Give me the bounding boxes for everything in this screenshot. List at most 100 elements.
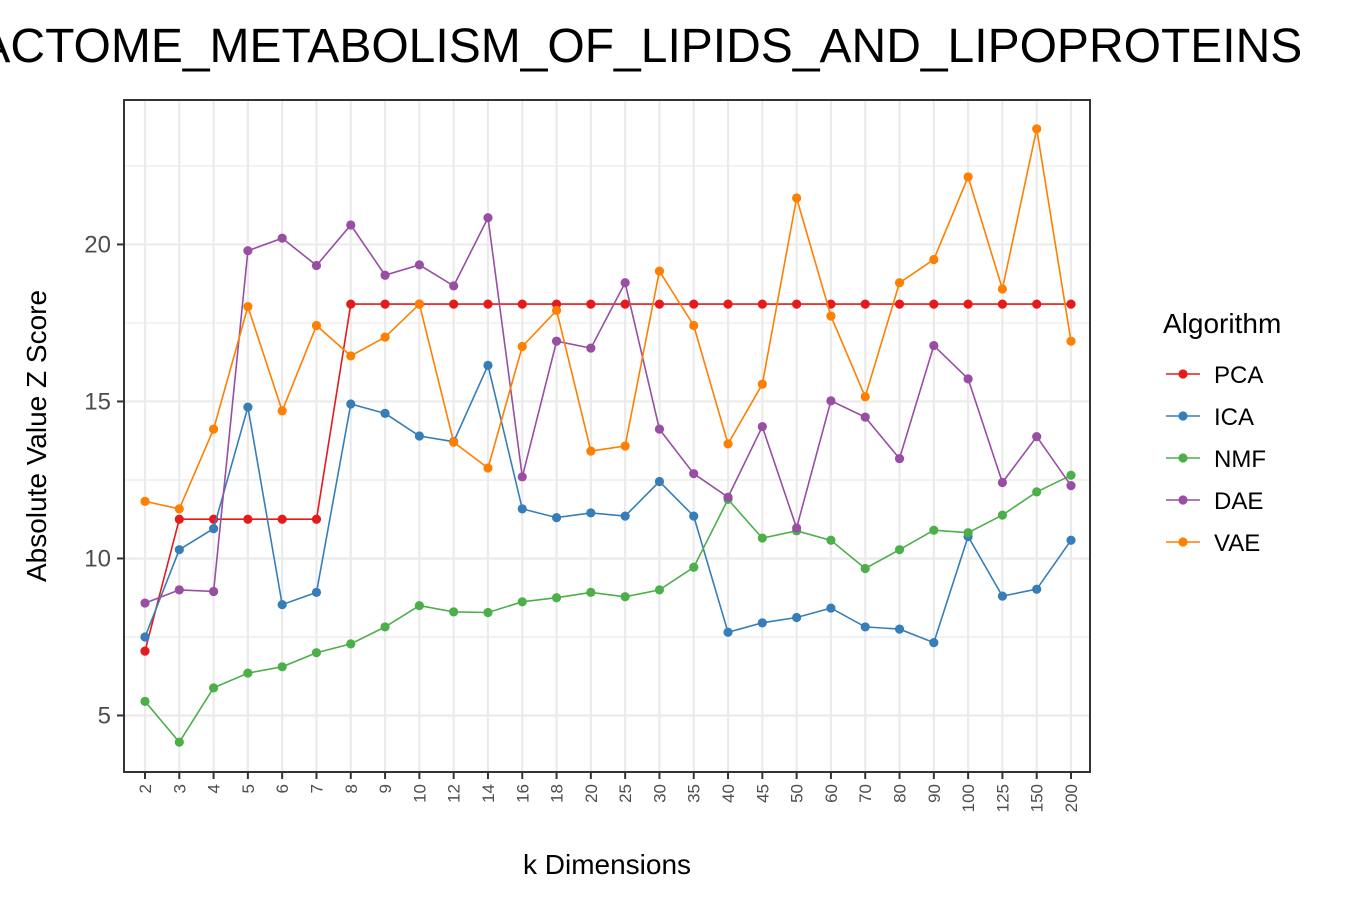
data-point (894, 624, 905, 634)
data-point (449, 607, 459, 617)
data-point (826, 396, 836, 406)
x-tick-label: 125 (993, 784, 1012, 812)
data-point (551, 593, 562, 603)
data-point (826, 603, 836, 613)
data-point (689, 299, 699, 309)
data-point (654, 299, 665, 309)
y-tick-label: 15 (84, 388, 111, 415)
data-point (243, 302, 253, 312)
legend-label: NMF (1214, 446, 1266, 473)
data-point (517, 504, 527, 514)
legend-key-point (1178, 369, 1188, 379)
data-point (860, 299, 870, 309)
data-point (140, 646, 150, 656)
data-point (208, 586, 219, 597)
y-axis-title: Absolute Value Z Score (21, 290, 52, 582)
data-point (483, 213, 493, 223)
series-line-dae (144, 215, 1072, 604)
data-point (620, 278, 630, 288)
data-point (723, 492, 733, 502)
x-tick-label: 50 (788, 784, 807, 803)
data-point (277, 600, 287, 610)
x-tick-label: 9 (376, 784, 395, 793)
data-point (792, 523, 802, 533)
data-point (551, 305, 562, 315)
data-point (483, 463, 493, 473)
data-point (243, 402, 253, 412)
data-point (1066, 299, 1076, 309)
data-point (517, 597, 527, 607)
legend-key-point (1178, 495, 1188, 505)
data-point (1032, 584, 1042, 594)
data-point (517, 299, 527, 309)
x-tick-label: 2 (136, 784, 155, 793)
x-tick-label: 14 (479, 784, 498, 803)
x-tick-label: 10 (410, 784, 429, 803)
data-point (380, 299, 390, 309)
data-point (792, 193, 802, 203)
data-point (380, 332, 390, 342)
legend-label: VAE (1214, 530, 1260, 557)
data-point (654, 266, 665, 276)
data-point (929, 254, 939, 265)
data-point (997, 510, 1008, 520)
data-point (689, 562, 699, 572)
x-tick-label: 100 (959, 784, 978, 812)
data-point (792, 299, 802, 309)
data-point (963, 528, 973, 538)
data-point (311, 320, 322, 331)
data-point (860, 412, 870, 422)
x-tick-label: 20 (582, 784, 601, 803)
data-point (1066, 481, 1076, 491)
x-tick-label: 35 (685, 784, 704, 803)
legend-item-dae: DAE (1166, 488, 1263, 515)
data-point (174, 585, 184, 595)
legend-item-nmf: NMF (1166, 446, 1266, 473)
data-point (174, 504, 184, 514)
data-point (517, 341, 527, 352)
y-axis: 5 10 15 20 (84, 231, 124, 729)
data-point (1066, 470, 1076, 480)
data-point (346, 299, 356, 309)
data-point (997, 591, 1008, 601)
series-line-nmf (144, 474, 1072, 744)
data-point (208, 524, 219, 534)
data-point (826, 535, 836, 545)
data-point (1066, 336, 1076, 346)
data-point (586, 299, 596, 309)
data-point (311, 648, 322, 658)
series-dae (140, 213, 1076, 608)
data-point (757, 421, 767, 432)
x-tick-label: 150 (1028, 784, 1047, 812)
data-point (860, 392, 870, 402)
x-tick-label: 8 (342, 784, 361, 793)
data-point (620, 441, 630, 451)
data-point (860, 563, 870, 574)
x-axis-title: k Dimensions (523, 849, 691, 880)
x-tick-label: 16 (513, 784, 532, 803)
data-point (963, 374, 973, 384)
gridlines (124, 100, 1090, 772)
x-tick-label: 45 (753, 784, 772, 803)
data-point (929, 638, 939, 648)
data-point (620, 592, 630, 602)
data-point (140, 598, 150, 608)
data-point (243, 246, 253, 256)
legend-key-point (1178, 537, 1188, 547)
data-point (894, 278, 905, 288)
x-tick-label: 25 (616, 784, 635, 803)
legend-label: PCA (1214, 362, 1263, 389)
data-point (757, 618, 767, 628)
data-point (929, 340, 939, 351)
data-point (689, 511, 699, 521)
legend-label: ICA (1214, 404, 1254, 431)
data-point (346, 639, 356, 649)
data-point (792, 612, 802, 623)
x-tick-label: 200 (1062, 784, 1081, 812)
data-point (689, 320, 699, 331)
data-point (277, 662, 287, 672)
data-point (894, 299, 905, 309)
data-point (346, 351, 356, 361)
data-point (963, 299, 973, 309)
data-point (243, 514, 253, 524)
